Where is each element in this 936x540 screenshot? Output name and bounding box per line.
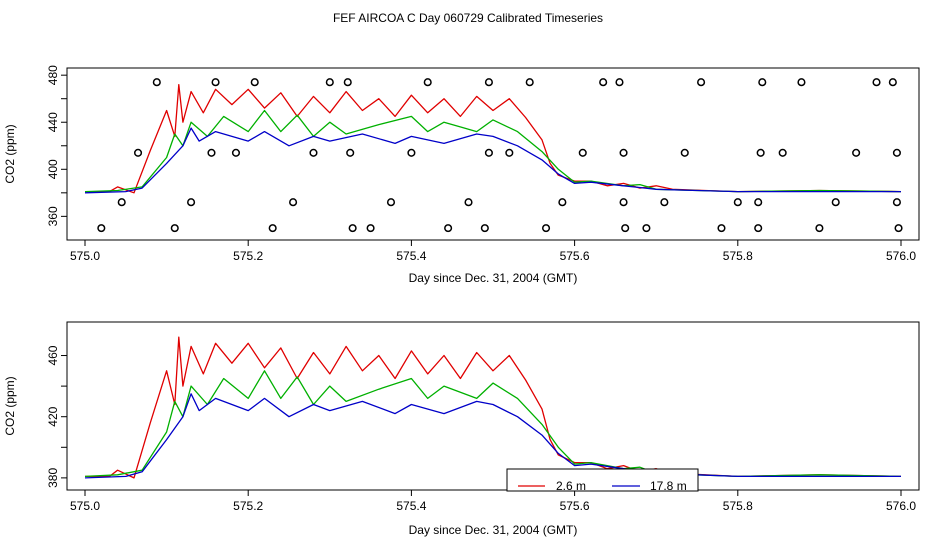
x-tick-label: 575.8 [723, 249, 753, 263]
x-tick-label: 575.8 [723, 499, 753, 513]
scatter-point [815, 224, 824, 233]
bottom-panel: 575.0 575.2 575.4 575.6 575.8 576.0 380 420 460 D… [3, 321, 920, 537]
scatter-point [231, 148, 241, 157]
y-tick-label: 360 [46, 206, 60, 226]
scatter-point [289, 198, 298, 207]
scatter-point [578, 148, 587, 157]
scatter-point [348, 224, 357, 233]
scatter-point [619, 198, 628, 207]
x-tick-label: 575.0 [70, 249, 100, 263]
scatter-point [558, 198, 567, 207]
scatter-point [484, 148, 493, 157]
y-tick-label: 480 [46, 65, 60, 85]
x-tick-label: 575.2 [233, 499, 263, 513]
x-axis-label: Day since Dec. 31, 2004 (GMT) [409, 271, 578, 285]
scatter-point [346, 148, 355, 157]
series-line-8-2-m [84, 370, 902, 478]
scatter-point [642, 224, 651, 233]
y-tick-label: 380 [46, 468, 60, 488]
scatter-point [660, 198, 669, 207]
scatter-point [717, 224, 726, 233]
plot-frame [66, 67, 920, 241]
scatter-point [309, 148, 318, 157]
scatter-point [325, 78, 334, 87]
y-tick-label: 440 [46, 112, 60, 132]
scatter-point [366, 224, 375, 233]
scatter-point [892, 198, 901, 207]
scatter-point [250, 78, 259, 87]
x-tick-label: 576.0 [886, 249, 916, 263]
x-tick-label: 576.0 [886, 499, 916, 513]
scatter-point [386, 198, 396, 207]
scatter-point [831, 198, 840, 207]
scatter-point [697, 78, 706, 87]
plot-frame [66, 321, 920, 491]
x-tick-label: 575.6 [560, 499, 590, 513]
x-tick-label: 575.2 [233, 249, 263, 263]
series-line-17-8-m [84, 127, 901, 194]
scatter-point [894, 224, 903, 233]
scatter-point [170, 224, 179, 233]
y-axis-label: CO2 (ppm) [3, 124, 17, 183]
scatter-point [756, 148, 765, 157]
scatter-point [754, 224, 763, 233]
scatter-point [619, 148, 628, 157]
scatter-point [444, 224, 453, 233]
y-tick-label: 460 [46, 345, 60, 365]
scatter-point [211, 78, 220, 87]
scatter-point [797, 78, 806, 87]
series-line-17-8-m [84, 393, 901, 479]
legend-box [506, 468, 699, 492]
legend-label: 17.8 m [650, 479, 687, 493]
scatter-point [480, 224, 489, 233]
scatter-point [117, 198, 126, 207]
scatter-point [133, 148, 143, 157]
x-tick-label: 575.6 [560, 249, 590, 263]
series-line-2-6-m [85, 336, 902, 479]
scatter-point [758, 78, 767, 87]
scatter-point [541, 224, 551, 233]
scatter-point [778, 148, 787, 157]
scatter-point [525, 78, 534, 87]
scatter-point [343, 78, 352, 87]
scatter-point [621, 224, 630, 233]
scatter-point [888, 78, 897, 87]
scatter-point [464, 198, 473, 207]
series-line-8-2-m [84, 109, 902, 193]
scatter-point [423, 78, 432, 87]
scatter-point [872, 78, 881, 87]
x-tick-label: 575.4 [396, 499, 426, 513]
y-tick-label: 400 [46, 159, 60, 179]
x-tick-label: 575.4 [396, 249, 426, 263]
top-panel: 575.0 575.2 575.4 575.6 575.8 576.0 360 400 440 4… [3, 65, 920, 285]
figure-title: FEF AIRCOA C Day 060729 Calibrated Times… [333, 11, 603, 25]
scatter-point [892, 148, 901, 157]
x-tick-label: 575.0 [70, 499, 100, 513]
x-axis-label: Day since Dec. 31, 2004 (GMT) [409, 523, 578, 537]
scatter-point [505, 148, 514, 157]
scatter-point [484, 78, 493, 87]
y-axis-label: CO2 (ppm) [3, 376, 17, 435]
scatter-point [615, 78, 624, 87]
scatter-point [268, 224, 277, 233]
scatter-point [152, 78, 161, 87]
series-line-2-6-m [85, 83, 902, 194]
legend-label: 2.6 m [556, 479, 586, 493]
scatter-point [97, 224, 106, 233]
scatter-point [407, 148, 416, 157]
scatter-point [599, 78, 608, 87]
scatter-point [680, 148, 689, 157]
scatter-point [187, 198, 196, 207]
scatter-point [207, 148, 216, 157]
scatter-point [754, 198, 763, 207]
y-tick-label: 420 [46, 406, 60, 426]
scatter-point [733, 198, 742, 207]
scatter-point [852, 148, 861, 157]
